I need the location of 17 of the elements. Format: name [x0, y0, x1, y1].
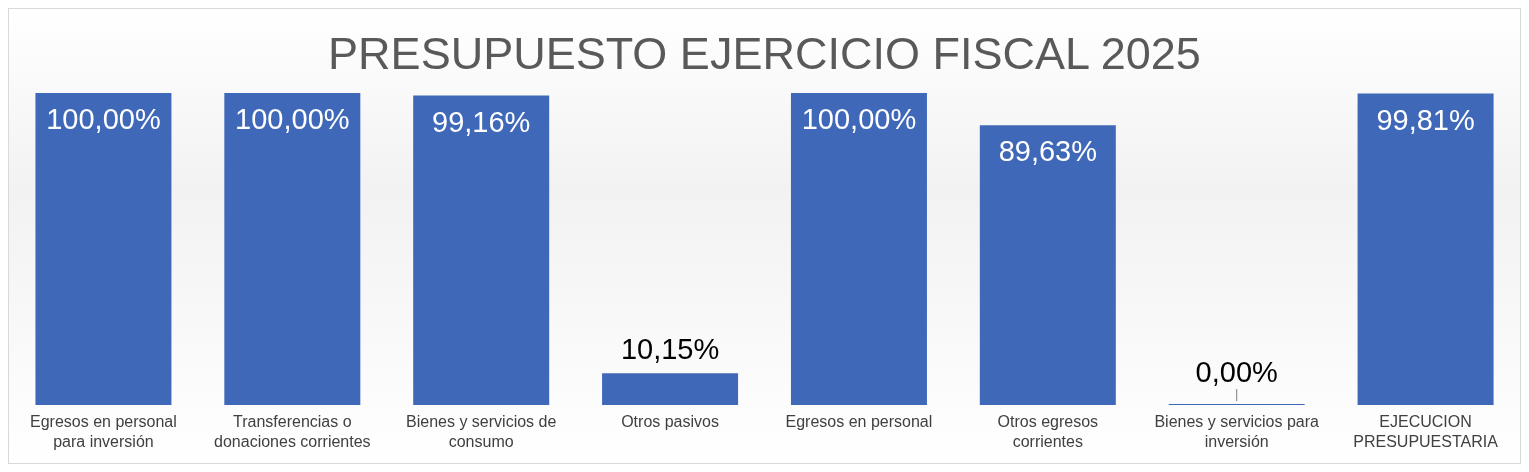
x-tick-label: Egresos en personal [785, 413, 933, 430]
data-label: 89,63% [998, 135, 1097, 168]
data-label: 0,00% [1195, 356, 1278, 388]
x-tick-label: Otros pasivos [621, 413, 719, 430]
data-label: 100,00% [801, 103, 917, 135]
data-label: 100,00% [46, 103, 161, 135]
data-label: 10,15% [620, 333, 720, 366]
x-tick-label: Egresos en personal para inversión [30, 413, 177, 450]
x-tick-label: Bienes y servicios para inversión [1154, 413, 1320, 450]
x-tick-label: EJECUCION PRESUPUESTARIA [1353, 413, 1499, 450]
data-label: 100,00% [235, 103, 350, 135]
data-label: 99,81% [1376, 103, 1475, 136]
x-tick-label: Otros egresos corrientes [997, 413, 1099, 450]
chart-title: PRESUPUESTO EJERCICIO FISCAL 2025 [327, 27, 1202, 81]
data-label: 99,16% [432, 105, 531, 138]
x-tick-label: Transferencias o donaciones corrientes [214, 413, 371, 450]
x-tick-label: Bienes y servicios de consumo [406, 413, 557, 450]
